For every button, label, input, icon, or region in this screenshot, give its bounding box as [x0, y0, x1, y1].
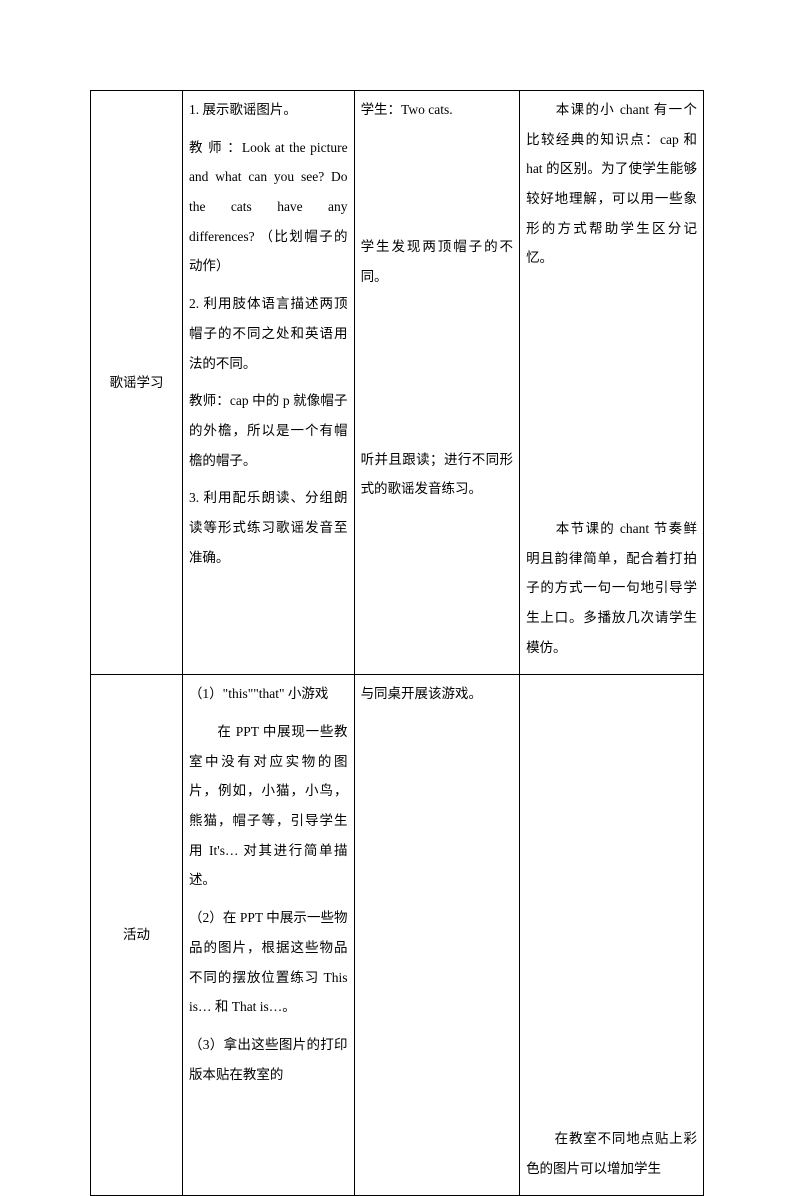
lesson-plan-table: 歌谣学习 1. 展示歌谣图片。 教 师 ：Look at the picture… — [90, 90, 704, 1196]
row1-label-text: 歌谣学习 — [109, 375, 163, 390]
r1c2-p1: 1. 展示歌谣图片。 — [189, 95, 348, 125]
r2c4-p5 — [526, 830, 697, 860]
r1c3-p7 — [361, 375, 514, 405]
r1c4-p5 — [526, 394, 697, 424]
r2c2-p1: （1）"this""that" 小游戏 — [189, 679, 348, 709]
r1c2-p5: 3. 利用配乐朗读、分组朗读等形式练习歌谣发音至准确。 — [189, 483, 348, 572]
r2c4-p9 — [526, 981, 697, 1011]
r2c4-p3 — [526, 755, 697, 785]
r1c2-p4: 教师：cap 中的 p 就像帽子的外檐，所以是一个有帽檐的帽子。 — [189, 386, 348, 475]
row2-col3: 与同桌开展该游戏。 — [354, 675, 520, 1196]
r2c4-p8 — [526, 943, 697, 973]
r2c4-p11 — [526, 1056, 697, 1086]
r2c4-p10 — [526, 1019, 697, 1049]
r1c4-p2 — [526, 281, 697, 311]
row2-label: 活动 — [91, 675, 183, 1196]
r2c4-p14: 在教室不同地点贴上彩色的图片可以增加学生 — [526, 1124, 697, 1183]
r1c2-p3: 2. 利用肢体语言描述两顶帽子的不同之处和英语用法的不同。 — [189, 289, 348, 378]
r1c4-p3 — [526, 319, 697, 349]
r1c3-p3 — [361, 170, 514, 200]
r2c2-p3: （2）在 PPT 中展示一些物品的图片，根据这些物品不同的摆放位置练习 This… — [189, 903, 348, 1022]
r1c3-p1: 学生：Two cats. — [361, 95, 514, 125]
row1-label: 歌谣学习 — [91, 91, 183, 675]
row2-label-text: 活动 — [123, 927, 150, 942]
r2c4-p4 — [526, 792, 697, 822]
row1-col2: 1. 展示歌谣图片。 教 师 ：Look at the picture and … — [182, 91, 354, 675]
r2c4-p2 — [526, 717, 697, 747]
row1-col3: 学生：Two cats. 学生发现两顶帽子的不同。 听并且跟读；进行不同形式的歌… — [354, 91, 520, 675]
row2-col2: （1）"this""that" 小游戏 在 PPT 中展现一些教室中没有对应实物… — [182, 675, 354, 1196]
r2c4-p7 — [526, 905, 697, 935]
r1c4-p4 — [526, 357, 697, 387]
r1c2-p2: 教 师 ：Look at the picture and what can yo… — [189, 133, 348, 281]
table-row-2: 活动 （1）"this""that" 小游戏 在 PPT 中展现一些教室中没有对… — [91, 675, 704, 1196]
r1c3-p6 — [361, 337, 514, 367]
r1c3-p2 — [361, 133, 514, 163]
r2c4-p1 — [526, 679, 697, 709]
r1c3-p10: 听并且跟读；进行不同形式的歌谣发音练习。 — [361, 445, 514, 504]
r1c3-p5 — [361, 299, 514, 329]
r2c2-p4: （3）拿出这些图片的打印版本贴在教室的 — [189, 1030, 348, 1089]
r1c3-p4: 学生发现两顶帽子的不同。 — [361, 232, 514, 291]
r1c4-p10: 本节课的 chant 节奏鲜明且韵律简单，配合着打拍子的方式一句一句地引导学生上… — [526, 514, 697, 662]
row2-col4: 在教室不同地点贴上彩色的图片可以增加学生 — [520, 675, 704, 1196]
r1c4-p1: 本课的小 chant 有一个比较经典的知识点：cap 和 hat 的区别。为了使… — [526, 95, 697, 273]
row1-col4: 本课的小 chant 有一个比较经典的知识点：cap 和 hat 的区别。为了使… — [520, 91, 704, 675]
r2c4-p6 — [526, 868, 697, 898]
r2c3-p1: 与同桌开展该游戏。 — [361, 679, 514, 709]
table-row-1: 歌谣学习 1. 展示歌谣图片。 教 师 ：Look at the picture… — [91, 91, 704, 675]
r2c2-p2: 在 PPT 中展现一些教室中没有对应实物的图片，例如，小猫，小鸟，熊猫，帽子等，… — [189, 717, 348, 895]
